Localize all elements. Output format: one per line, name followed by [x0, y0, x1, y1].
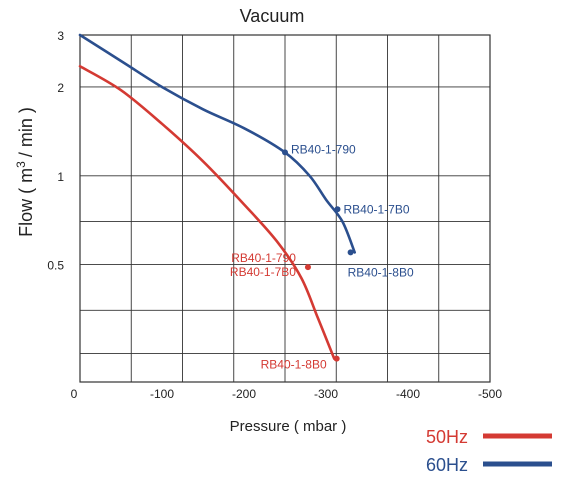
model-point-marker	[347, 249, 354, 256]
model-point-marker	[334, 206, 341, 213]
model-point-label: RB40-1-8B0	[348, 265, 414, 279]
x-tick-label: -500	[478, 387, 502, 401]
y-tick-label: 2	[57, 81, 64, 95]
x-tick-label: -300	[314, 387, 338, 401]
horizontal-gridlines	[80, 86, 490, 354]
chart-title: Vacuum	[240, 6, 305, 26]
x-axis-label: Pressure ( mbar )	[230, 418, 347, 435]
y-tick-label: 1	[57, 170, 64, 184]
x-tick-label: 0	[71, 387, 78, 401]
legend: 50Hz 60Hz	[426, 427, 552, 475]
model-point-label: RB40-1-8B0	[261, 358, 327, 372]
y-axis-label-main: Flow ( m	[16, 168, 36, 237]
legend-label: 60Hz	[426, 455, 468, 475]
x-tick-label: -200	[232, 387, 256, 401]
x-tick-label: -100	[150, 387, 174, 401]
y-axis-label-tail: / min )	[16, 107, 36, 157]
plot-area: RB40-1-790RB40-1-7B0RB40-1-8B0RB40-1-790…	[78, 33, 491, 383]
x-tick-label: -400	[396, 387, 420, 401]
series-line-60hz	[78, 33, 356, 254]
y-tick-label: 0.5	[47, 259, 64, 273]
y-tick-labels: 3 2 1 0.5	[47, 29, 64, 273]
model-point-marker	[333, 355, 340, 362]
series-layer: RB40-1-790RB40-1-7B0RB40-1-8B0RB40-1-790…	[78, 33, 414, 372]
y-axis-label: Flow ( m3 / min )	[14, 107, 36, 237]
series-line-50hz	[78, 65, 336, 360]
model-point-label: RB40-1-790	[231, 251, 296, 265]
x-tick-labels: 0 -100 -200 -300 -400 -500	[71, 387, 503, 401]
model-point-label: RB40-1-7B0	[343, 202, 409, 216]
legend-label: 50Hz	[426, 427, 468, 447]
model-point-label: RB40-1-7B0	[230, 265, 296, 279]
model-point-label: RB40-1-790	[291, 142, 356, 156]
y-tick-label: 3	[57, 29, 64, 43]
model-point-marker	[304, 264, 311, 271]
model-point-marker	[282, 149, 288, 156]
y-axis-label-superscript: 3	[14, 161, 28, 168]
